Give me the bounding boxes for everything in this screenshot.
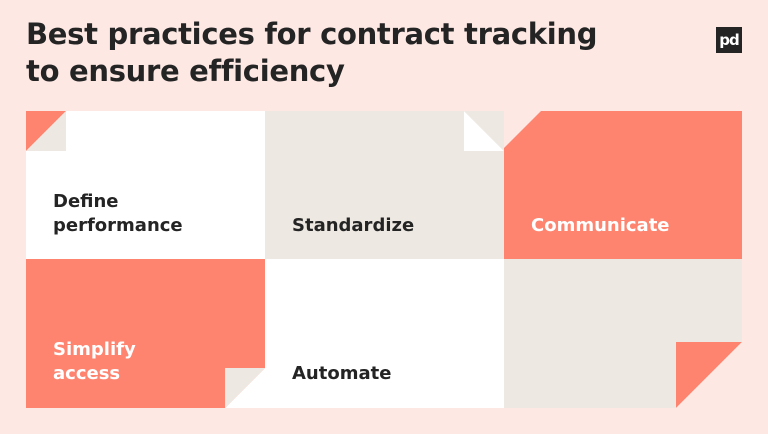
tile-label: Standardize (292, 215, 415, 236)
folded-corner-icon (225, 368, 265, 408)
folded-corner-icon (464, 111, 504, 151)
title-line-1: Best practices for contract tracking (26, 17, 598, 51)
tile-empty (504, 259, 742, 408)
tile-simplify-access: Simplify access (26, 259, 265, 408)
practices-grid: Define performance Standardize Communica… (26, 111, 742, 408)
folded-corner-icon (26, 111, 66, 151)
tile-label: Define performance (53, 191, 183, 236)
folded-corner-icon (504, 111, 541, 148)
tile-label: Communicate (531, 215, 670, 236)
tile-label: Simplify access (53, 339, 136, 384)
tile-define-performance: Define performance (26, 111, 265, 259)
folded-corner-icon (676, 342, 742, 408)
tile-standardize: Standardize (265, 111, 504, 259)
tile-automate: Automate (265, 259, 504, 408)
tile-label: Automate (292, 363, 392, 384)
title-line-2: to ensure efficiency (26, 54, 345, 88)
page-title: Best practices for contract tracking to … (26, 16, 597, 90)
tile-communicate: Communicate (504, 111, 742, 259)
pandadoc-logo-icon: pd (716, 27, 742, 53)
